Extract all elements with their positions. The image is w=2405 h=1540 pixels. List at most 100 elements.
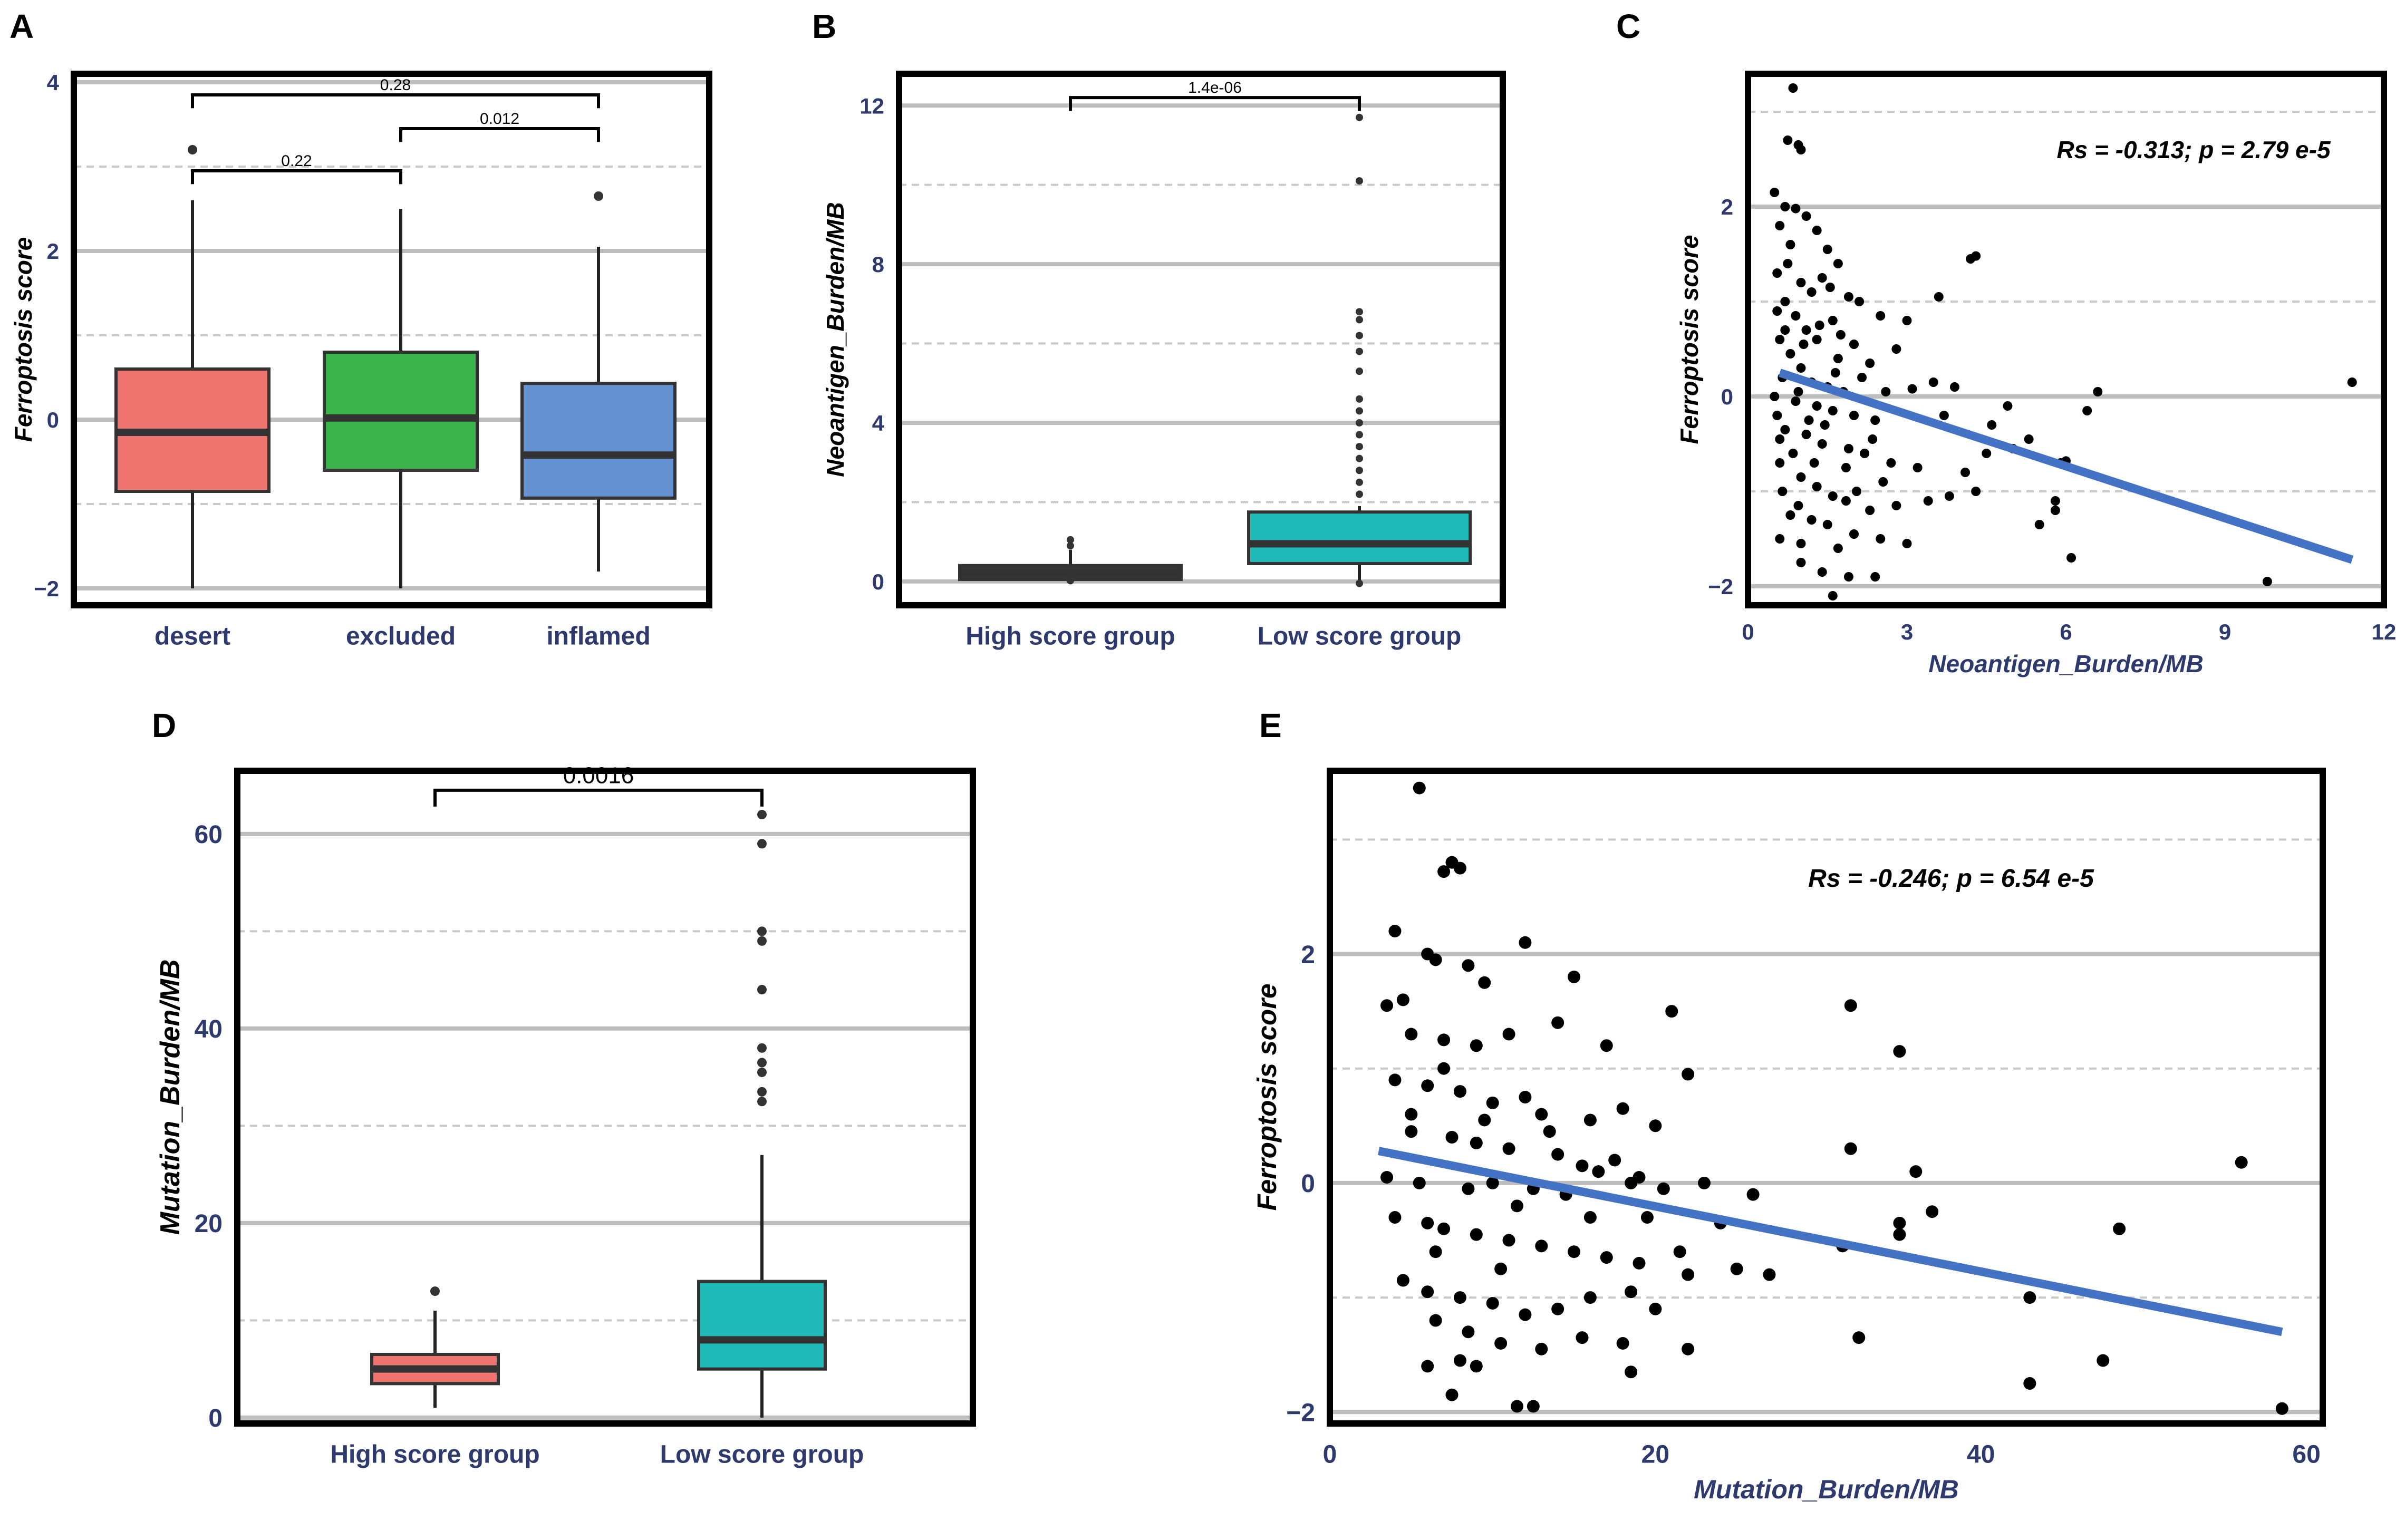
chart-a: desert excluded inflamed 0.28 0.22 0.012 −2 0 2 4…	[9, 70, 712, 650]
chart-e-data-point	[1413, 1176, 1426, 1189]
chart-e-data-point	[1453, 1085, 1466, 1098]
chart-e-data-point	[2235, 1156, 2248, 1169]
chart-c-plot-border	[1745, 71, 2387, 608]
chart-e-y-axis-title: Ferroptosis score	[1252, 984, 1282, 1211]
chart-e-data-point	[1421, 1216, 1434, 1229]
chart-d-outlier-point	[757, 810, 767, 820]
chart-a-box	[520, 382, 677, 500]
chart-c-data-point	[1843, 572, 1853, 582]
chart-c-data-point	[2066, 553, 2076, 563]
chart-e-data-point	[2023, 1377, 2036, 1390]
chart-e-data-point	[1462, 959, 1475, 972]
chart-c-x-tick-label: 3	[1901, 619, 1913, 644]
chart-c-data-point	[2347, 377, 2357, 387]
chart-c-data-point	[1971, 251, 1981, 261]
chart-a-p-value-label: 0.28	[380, 76, 411, 94]
chart-d-outlier-point	[757, 985, 767, 995]
chart-c-data-point	[1949, 382, 1959, 392]
chart-c-y-tick-label: 0	[1721, 384, 1733, 409]
chart-e-data-point	[2275, 1402, 2288, 1415]
chart-e-data-point	[1502, 1142, 1515, 1155]
chart-a-x-tick-label: desert	[154, 622, 230, 650]
chart-e-data-point	[1535, 1108, 1548, 1121]
chart-b-y-axis-title: Neoantigen_Burden/MB	[822, 202, 849, 477]
chart-c-data-point	[1913, 463, 1923, 472]
chart-c-data-point	[1987, 420, 1997, 430]
chart-e-data-point	[1429, 953, 1442, 966]
chart-d-x-tick-label: High score group	[330, 1440, 539, 1468]
chart-c-data-point	[1928, 377, 1938, 387]
chart-e-data-point	[2097, 1354, 2110, 1367]
chart-c-data-point	[1849, 340, 1859, 349]
chart-e-data-point	[1893, 1045, 1906, 1058]
chart-e-data-point	[1388, 1211, 1402, 1224]
chart-c-y-tick-label: −2	[1708, 574, 1733, 599]
chart-c-x-tick-label: 12	[2372, 619, 2397, 644]
chart-c-data-point	[1796, 363, 1806, 373]
chart-e-data-point	[1462, 1325, 1475, 1339]
chart-d-y-tick-label: 60	[195, 821, 223, 849]
chart-a-y-tick-label: 4	[47, 70, 60, 95]
chart-a-box	[323, 351, 479, 472]
chart-d-outlier-point	[757, 1087, 767, 1097]
chart-e-data-point	[1380, 999, 1394, 1012]
panel-label-b: B	[812, 7, 836, 45]
chart-e-data-point	[1543, 1125, 1556, 1138]
panel-label-e: E	[1259, 706, 1282, 744]
chart-c-correlation-annotation: Rs = -0.313; p = 2.79 e-5	[2056, 136, 2331, 163]
chart-e-data-point	[1470, 1360, 1483, 1373]
chart-e-data-point	[1730, 1262, 1743, 1275]
chart-c-data-point	[1825, 283, 1835, 292]
chart-e-data-point	[1405, 1125, 1418, 1138]
chart-e-data-point	[1470, 1136, 1483, 1149]
chart-e-data-point	[1616, 1102, 1629, 1115]
chart-e-data-point	[1649, 1119, 1662, 1132]
chart-c-y-tick-label: 2	[1721, 195, 1733, 219]
chart-e-data-point	[1600, 1251, 1613, 1264]
chart-e-regression-line	[1378, 1147, 2283, 1336]
chart-b-outlier-point	[1067, 577, 1074, 585]
chart-c-data-point	[1817, 273, 1827, 283]
panel-label-a: A	[9, 7, 34, 45]
chart-e-data-point	[1682, 1268, 1695, 1281]
chart-b-outlier-point	[1356, 367, 1363, 375]
chart-d-y-tick-label: 0	[208, 1405, 223, 1432]
chart-e-data-point	[1746, 1188, 1760, 1201]
chart-d-plot-bg	[237, 771, 973, 1423]
chart-a-plot-bg	[74, 74, 709, 605]
chart-c-data-point	[1788, 449, 1798, 458]
chart-c-data-point	[1876, 534, 1886, 544]
chart-e-data-point	[1437, 1222, 1451, 1235]
chart-c-data-point	[1944, 491, 1954, 501]
chart-e-data-point	[1453, 1291, 1466, 1304]
chart-c-data-point	[1812, 335, 1822, 344]
chart-e-plot-bg	[1330, 771, 2323, 1423]
chart-c-data-point	[1820, 420, 1830, 430]
chart-c-data-point	[1822, 520, 1832, 529]
chart-e-data-point	[1592, 1165, 1605, 1178]
chart-c-data-point	[1870, 415, 1880, 425]
chart-a-comparison-bracket	[191, 169, 402, 185]
chart-c-data-point	[1780, 202, 1790, 211]
chart-e-data-point	[1844, 1142, 1857, 1155]
chart-e-data-point	[1453, 1354, 1466, 1367]
chart-c-data-point	[1833, 259, 1843, 268]
chart-c-data-point	[1796, 145, 1806, 154]
chart-c-data-point	[1793, 501, 1803, 510]
chart-e-data-point	[1510, 1199, 1523, 1213]
chart-e-data-point	[1551, 1148, 1564, 1161]
chart-c-data-point	[1860, 449, 1870, 458]
chart-e-x-tick-label: 40	[1967, 1440, 1995, 1468]
chart-c-data-point	[1812, 401, 1822, 411]
chart-e-data-point	[1625, 1176, 1638, 1189]
chart-a-y-tick-label: −2	[34, 576, 59, 601]
chart-c-data-point	[1828, 591, 1838, 600]
chart-e-data-point	[1852, 1331, 1866, 1344]
chart-c-x-tick-label: 9	[2219, 619, 2231, 644]
chart-e-data-point	[2113, 1222, 2126, 1235]
chart-b-outlier-point	[1356, 490, 1363, 498]
chart-e-data-point	[1568, 970, 1581, 983]
chart-c-data-point	[1772, 306, 1782, 316]
chart-e-data-point	[1576, 1159, 1589, 1173]
chart-b-x-tick-label: High score group	[965, 622, 1175, 650]
